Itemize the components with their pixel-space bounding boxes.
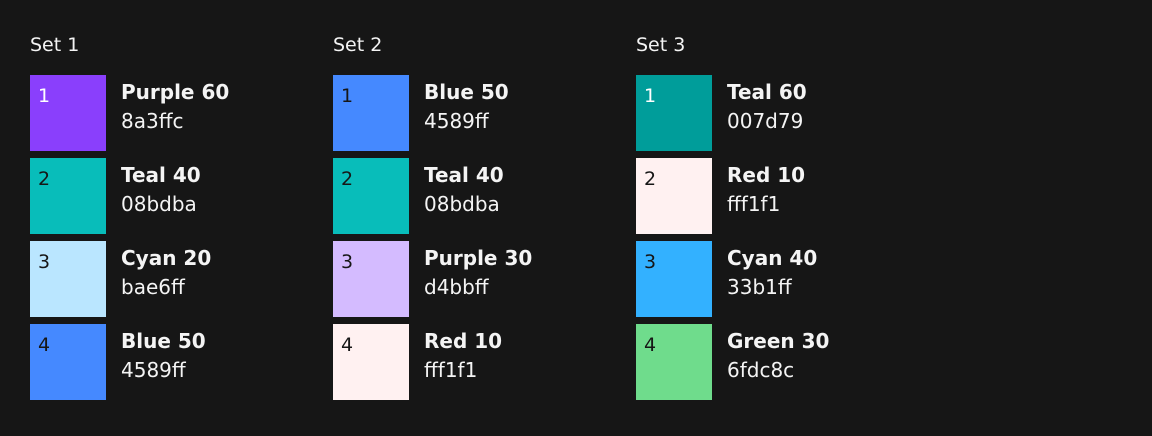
color-hex: 08bdba: [424, 192, 500, 216]
color-hex: 8a3ffc: [121, 109, 184, 133]
swatch-number: 3: [38, 251, 51, 273]
swatch-number: 4: [38, 334, 51, 356]
swatch-number: 4: [341, 334, 354, 356]
color-name: Teal 60: [727, 80, 807, 104]
swatch-number: 2: [38, 168, 51, 190]
color-set-1: Set 1 1 Purple 60 8a3ffc 2 Teal 40 08bdb…: [30, 33, 229, 407]
color-name: Cyan 40: [727, 246, 818, 270]
color-row: 3 Cyan 40 33b1ff: [636, 241, 829, 317]
swatch-number: 1: [341, 85, 354, 107]
color-name: Teal 40: [121, 163, 201, 187]
color-row: 1 Teal 60 007d79: [636, 75, 829, 151]
color-hex: 4589ff: [424, 109, 489, 133]
swatch-number: 1: [38, 85, 51, 107]
color-row: 3 Purple 30 d4bbff: [333, 241, 532, 317]
set-title: Set 2: [333, 34, 383, 56]
swatch-number: 3: [644, 251, 657, 273]
color-swatch: 4: [636, 324, 712, 400]
swatch-number: 2: [341, 168, 354, 190]
color-set-2: Set 2 1 Blue 50 4589ff 2 Teal 40 08bdba …: [333, 33, 532, 407]
color-row: 4 Green 30 6fdc8c: [636, 324, 829, 400]
set-title: Set 3: [636, 34, 686, 56]
color-hex: 33b1ff: [727, 275, 792, 299]
color-swatch: 3: [30, 241, 106, 317]
color-swatch: 2: [636, 158, 712, 234]
color-row: 4 Blue 50 4589ff: [30, 324, 229, 400]
color-swatch: 1: [30, 75, 106, 151]
color-swatch: 3: [636, 241, 712, 317]
color-row: 2 Teal 40 08bdba: [333, 158, 532, 234]
color-swatch: 1: [333, 75, 409, 151]
color-name: Teal 40: [424, 163, 504, 187]
color-row: 1 Purple 60 8a3ffc: [30, 75, 229, 151]
swatch-number: 4: [644, 334, 657, 356]
swatch-number: 3: [341, 251, 354, 273]
color-swatch: 1: [636, 75, 712, 151]
color-name: Blue 50: [121, 329, 206, 353]
color-hex: 08bdba: [121, 192, 197, 216]
color-row: 1 Blue 50 4589ff: [333, 75, 532, 151]
color-name: Cyan 20: [121, 246, 212, 270]
color-hex: bae6ff: [121, 275, 185, 299]
color-name: Green 30: [727, 329, 830, 353]
color-name: Blue 50: [424, 80, 509, 104]
color-row: 4 Red 10 fff1f1: [333, 324, 532, 400]
color-hex: d4bbff: [424, 275, 489, 299]
swatch-number: 1: [644, 85, 657, 107]
color-swatch: 3: [333, 241, 409, 317]
color-row: 3 Cyan 20 bae6ff: [30, 241, 229, 317]
color-set-3: Set 3 1 Teal 60 007d79 2 Red 10 fff1f1 3…: [636, 33, 829, 407]
color-hex: fff1f1: [727, 192, 781, 216]
color-hex: 4589ff: [121, 358, 186, 382]
color-swatch: 2: [333, 158, 409, 234]
color-swatch: 4: [333, 324, 409, 400]
color-hex: fff1f1: [424, 358, 478, 382]
color-row: 2 Red 10 fff1f1: [636, 158, 829, 234]
color-name: Purple 60: [121, 80, 230, 104]
color-swatch: 4: [30, 324, 106, 400]
swatch-number: 2: [644, 168, 657, 190]
color-hex: 007d79: [727, 109, 804, 133]
set-title: Set 1: [30, 34, 80, 56]
color-hex: 6fdc8c: [727, 358, 795, 382]
color-name: Red 10: [424, 329, 503, 353]
color-name: Purple 30: [424, 246, 533, 270]
color-row: 2 Teal 40 08bdba: [30, 158, 229, 234]
color-swatch: 2: [30, 158, 106, 234]
color-name: Red 10: [727, 163, 806, 187]
